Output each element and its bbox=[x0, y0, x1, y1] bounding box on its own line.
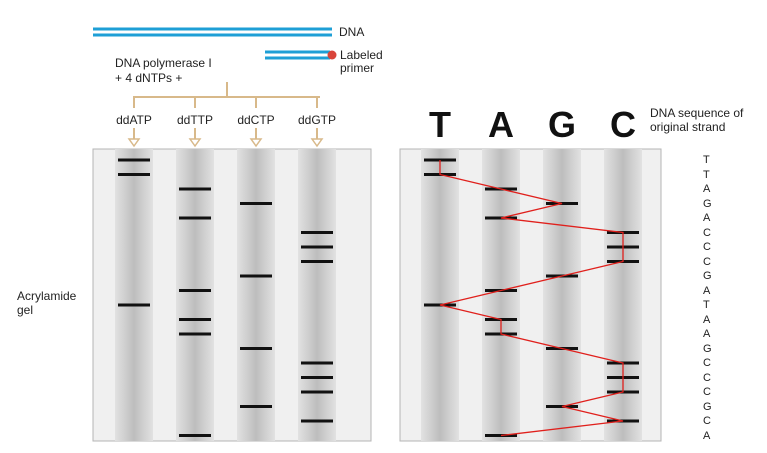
gel-lane-right-2 bbox=[543, 149, 581, 441]
lane-letter-a: A bbox=[488, 104, 514, 145]
band-left bbox=[179, 434, 211, 437]
tube-arrow-icon-2 bbox=[249, 138, 263, 148]
band-left bbox=[179, 318, 211, 321]
gel-lane-right-3 bbox=[604, 149, 642, 441]
sequence-base: G bbox=[703, 197, 712, 210]
sequence-base: G bbox=[703, 342, 712, 355]
sequence-caption: DNA sequence of original strand bbox=[650, 106, 744, 134]
sequence-base: A bbox=[703, 313, 711, 326]
sequence-read-trace bbox=[439, 160, 624, 437]
sequence-base: C bbox=[703, 386, 711, 398]
sequence-base: C bbox=[703, 255, 711, 268]
sequence-base: T bbox=[703, 154, 710, 166]
gel-lane-left-1 bbox=[176, 149, 214, 441]
band-left bbox=[118, 158, 150, 162]
band-left bbox=[179, 187, 211, 191]
band-left bbox=[179, 332, 211, 336]
dna-strand bbox=[93, 27, 332, 37]
band-left bbox=[301, 231, 333, 234]
acrylamide-gel-label: Acrylamide gel bbox=[17, 289, 77, 317]
lane-label-ddatp: ddATP bbox=[116, 113, 152, 127]
band-left bbox=[179, 216, 211, 220]
band-left bbox=[240, 274, 272, 278]
gel-lane-left-3 bbox=[298, 149, 336, 441]
sequence-base: A bbox=[703, 328, 711, 340]
gel-lanes-left bbox=[115, 149, 336, 441]
band-left bbox=[118, 303, 150, 307]
gel-lane-right-1 bbox=[482, 149, 520, 441]
sequence-base: A bbox=[703, 429, 711, 442]
band-left bbox=[301, 419, 333, 423]
dna-label: DNA bbox=[339, 25, 365, 39]
polymerase-label-line1: DNA polymerase I bbox=[115, 56, 212, 70]
sequence-base: T bbox=[703, 168, 710, 181]
lane-letter-t: T bbox=[429, 104, 451, 145]
labeled-primer bbox=[265, 50, 337, 60]
tube-arrow-icon-3 bbox=[310, 138, 324, 148]
sequence-base: A bbox=[703, 212, 711, 224]
lane-letter-c: C bbox=[610, 104, 636, 145]
band-left bbox=[301, 245, 333, 249]
sequence-base: C bbox=[703, 357, 711, 369]
reaction-arrows bbox=[127, 97, 324, 148]
polymerase-label-line2: + 4 dNTPs + bbox=[115, 71, 183, 85]
sequence-base: C bbox=[703, 226, 711, 239]
sequence-base: A bbox=[703, 284, 711, 297]
sequence-base: C bbox=[703, 371, 711, 384]
gel-lane-left-2 bbox=[237, 149, 275, 441]
band-left bbox=[240, 405, 272, 408]
reaction-bracket bbox=[133, 82, 320, 98]
tube-arrow-icon-1 bbox=[188, 138, 202, 148]
sequence-base: G bbox=[703, 400, 712, 413]
sequence-base: A bbox=[703, 183, 711, 195]
primer-label-dot bbox=[327, 50, 337, 60]
sequence-base: C bbox=[703, 415, 711, 427]
sequence-base: C bbox=[703, 241, 711, 253]
tube-arrow-icon-0 bbox=[127, 138, 141, 148]
bands-left bbox=[118, 158, 333, 437]
band-left bbox=[301, 260, 333, 263]
gel-lane-left-0 bbox=[115, 149, 153, 441]
lane-label-ddgtp: ddGTP bbox=[297, 113, 336, 127]
band-left bbox=[301, 390, 333, 394]
sequence-base: G bbox=[703, 270, 712, 282]
band-left bbox=[240, 347, 272, 350]
lane-label-ddctp: ddCTP bbox=[237, 113, 275, 127]
labeled-primer-label: Labeled primer bbox=[340, 48, 383, 75]
band-left bbox=[179, 289, 211, 292]
gel-lane-right-0 bbox=[421, 149, 459, 441]
lane-letter-g: G bbox=[547, 104, 576, 145]
sequence-base: T bbox=[703, 299, 710, 311]
band-left bbox=[301, 361, 333, 365]
band-left bbox=[240, 202, 272, 205]
band-left bbox=[118, 173, 150, 176]
band-left bbox=[301, 376, 333, 379]
lane-label-ddttp: ddTTP bbox=[176, 113, 213, 127]
